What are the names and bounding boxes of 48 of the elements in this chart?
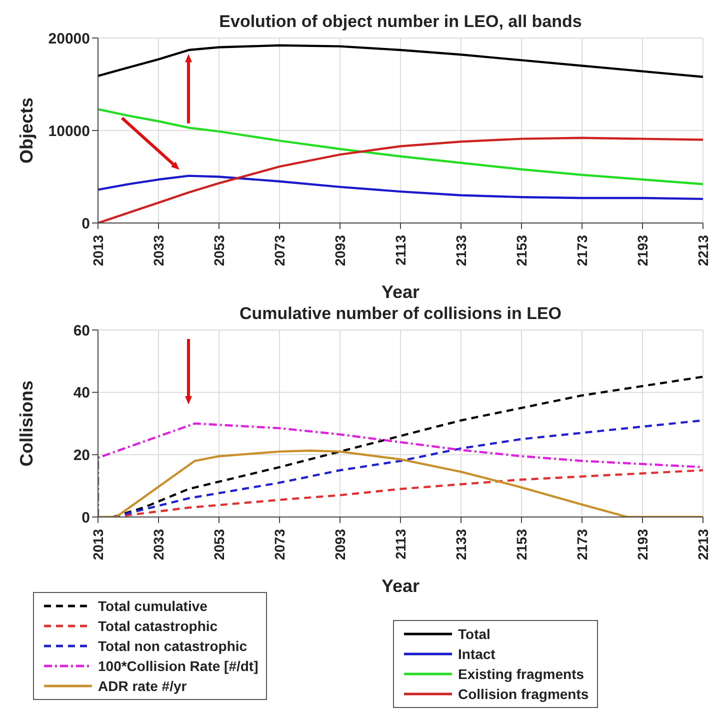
x-tick-label: 2113 <box>392 528 408 560</box>
x-tick-label: 2033 <box>150 528 166 560</box>
line-series <box>98 174 703 200</box>
line-series <box>112 376 703 517</box>
y-tick-label: 60 <box>73 322 90 340</box>
x-tick-label: 2013 <box>90 528 106 560</box>
x-tick-label: 2173 <box>574 234 590 266</box>
x-tick-label: 2193 <box>634 234 650 266</box>
y-tick-label: 0 <box>82 509 90 526</box>
x-tick-label: 2073 <box>272 528 288 560</box>
x-tick-label: 2153 <box>514 528 530 560</box>
line-series <box>98 44 703 78</box>
x-tick-label: 2153 <box>514 234 530 266</box>
y-axis-title: Objects <box>16 97 36 164</box>
chart-title: Evolution of object number in LEO, all bands <box>218 12 583 32</box>
x-tick-label: 2213 <box>695 528 711 560</box>
legend-label: Total non catastrophic <box>98 638 248 654</box>
legend-label: Existing fragments <box>458 666 584 682</box>
x-tick-label: 2013 <box>90 234 106 266</box>
x-tick-label: 2053 <box>211 528 227 560</box>
legend-label: Total catastrophic <box>98 618 218 634</box>
y-tick-label: 10000 <box>48 122 90 140</box>
legend-label: ADR rate #/yr <box>98 678 187 694</box>
legend-label: Total cumulative <box>98 598 208 614</box>
y-tick-label: 20000 <box>48 30 90 48</box>
x-tick-label: 2213 <box>695 234 711 266</box>
line-series <box>98 108 703 186</box>
x-tick-label: 2093 <box>332 528 348 560</box>
y-tick-label: 0 <box>82 215 90 232</box>
x-tick-label: 2133 <box>453 528 469 560</box>
y-tick-label: 40 <box>73 384 90 402</box>
x-axis-title: Year <box>381 282 420 302</box>
x-tick-label: 2093 <box>332 234 348 266</box>
legend-label: Intact <box>458 646 496 662</box>
x-tick-label: 2033 <box>150 234 166 266</box>
x-tick-label: 2133 <box>453 234 469 266</box>
y-tick-label: 20 <box>73 446 90 464</box>
x-tick-label: 2053 <box>211 234 227 266</box>
x-tick-label: 2073 <box>272 234 288 266</box>
x-axis-title: Year <box>381 576 420 596</box>
legend-label: Total <box>458 626 490 642</box>
legend-label: Collision fragments <box>458 686 589 702</box>
x-tick-label: 2173 <box>574 528 590 560</box>
x-tick-label: 2193 <box>634 528 650 560</box>
y-axis-title: Collisions <box>16 380 36 467</box>
legend-label: 100*Collision Rate [#/dt] <box>98 658 258 674</box>
x-tick-label: 2113 <box>392 234 408 266</box>
chart-title: Cumulative number of collisions in LEO <box>238 304 563 324</box>
